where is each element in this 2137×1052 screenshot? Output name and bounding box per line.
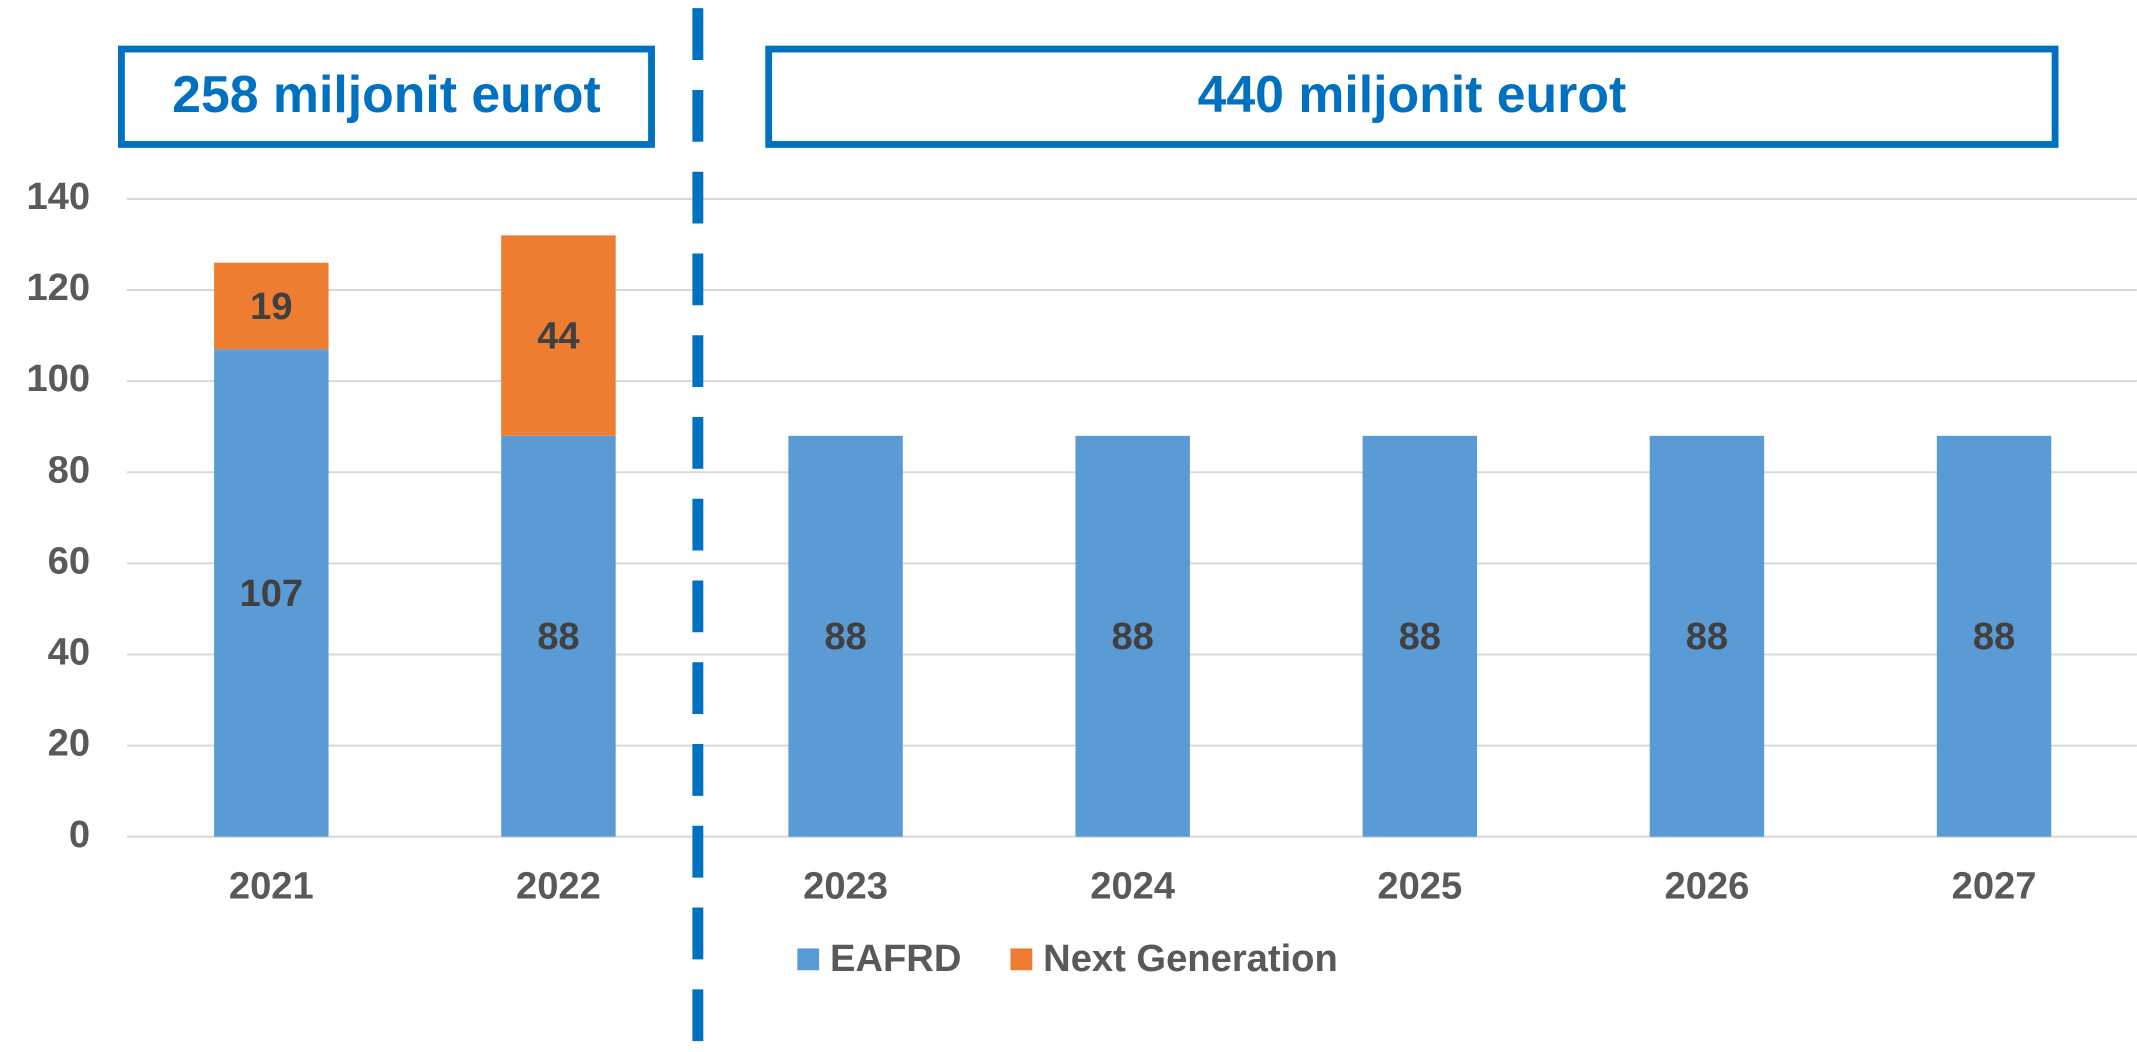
data-label: 88 xyxy=(1399,615,1441,658)
x-tick-label: 2024 xyxy=(1090,865,1175,908)
data-label: 88 xyxy=(537,615,579,658)
y-tick-label: 80 xyxy=(48,448,90,491)
y-tick-label: 140 xyxy=(26,175,90,218)
annotation-box xyxy=(765,45,2059,148)
y-tick-label: 120 xyxy=(26,266,90,309)
y-tick-label: 20 xyxy=(48,722,90,765)
legend-swatch xyxy=(1010,948,1033,971)
x-tick-label: 2021 xyxy=(229,865,314,908)
data-label: 88 xyxy=(824,615,866,658)
data-label: 107 xyxy=(240,572,304,615)
data-label: 88 xyxy=(1973,615,2015,658)
legend-swatch xyxy=(797,948,820,971)
bar-segment xyxy=(788,435,903,837)
y-tick-label: 100 xyxy=(26,357,90,400)
y-tick-label: 60 xyxy=(48,539,90,582)
bar-segment xyxy=(1936,435,2052,837)
x-tick-label: 2023 xyxy=(803,865,888,908)
plot: 0 20 40 60 80 100 120 140 2021 107 19 2022 88 44 2023 8… xyxy=(26,175,2137,980)
bar-segment xyxy=(1362,435,1478,837)
data-label: 44 xyxy=(537,314,579,357)
annotation-box xyxy=(118,45,655,148)
bar-segment xyxy=(1075,435,1190,837)
annotation: 440 miljonit eurot xyxy=(1198,65,1627,123)
data-label: 19 xyxy=(250,285,292,328)
x-tick-label: 2027 xyxy=(1952,865,2037,908)
y-tick-label: 40 xyxy=(48,631,90,674)
data-label: 88 xyxy=(1686,615,1728,658)
y-tick-label: 0 xyxy=(69,813,90,856)
legend-label: Next Generation xyxy=(1043,937,1338,980)
legend-label: EAFRD xyxy=(830,937,961,980)
data-label: 88 xyxy=(1111,615,1153,658)
bar-segment xyxy=(1649,435,1765,837)
bar-segment xyxy=(214,262,329,350)
x-tick-label: 2025 xyxy=(1377,865,1462,908)
x-tick-label: 2022 xyxy=(516,865,601,908)
bar-segment xyxy=(501,235,616,436)
bar-segment xyxy=(501,435,616,837)
bar-segment xyxy=(214,349,329,837)
annotation: 258 miljonit eurot xyxy=(172,65,601,123)
x-tick-label: 2026 xyxy=(1664,865,1749,908)
